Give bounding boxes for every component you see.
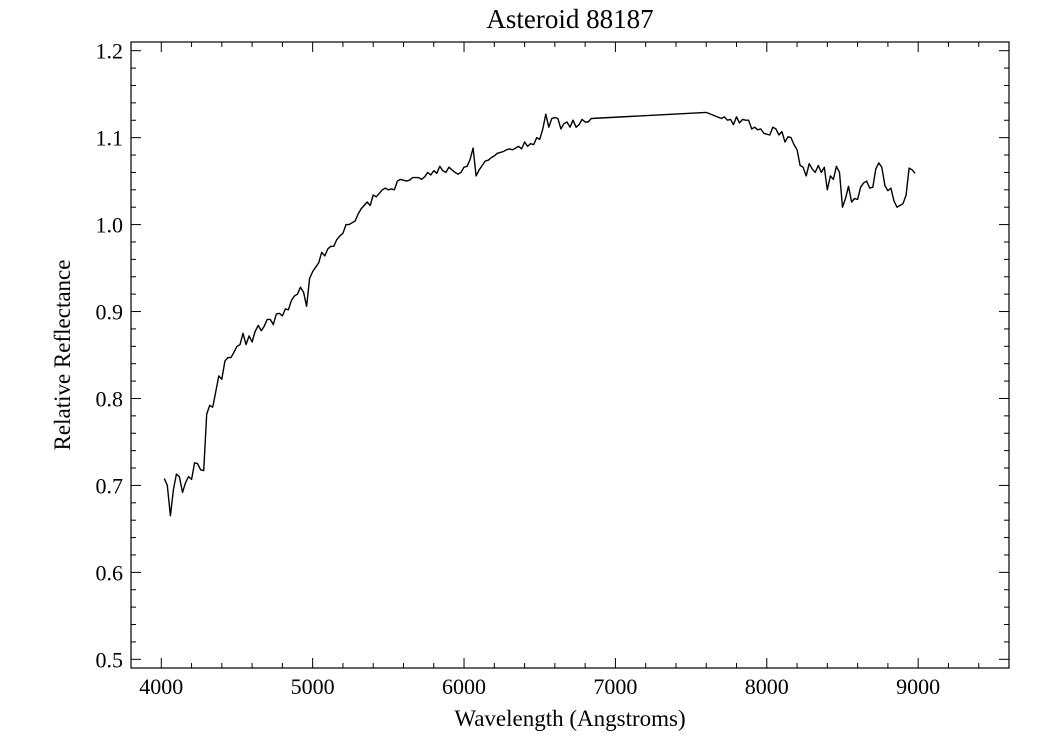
reflectance-series-line	[163, 111, 916, 517]
x-tick-label: 8000	[745, 674, 789, 699]
y-tick-label: 0.6	[96, 560, 124, 585]
y-tick-label: 1.0	[96, 213, 124, 238]
axis-ticks	[130, 42, 1010, 668]
x-tick-label: 7000	[593, 674, 637, 699]
chart-title: Asteroid 88187	[486, 4, 653, 34]
y-tick-label: 0.5	[96, 647, 124, 672]
y-tick-label: 1.1	[96, 126, 124, 151]
y-tick-label: 0.9	[96, 300, 124, 325]
x-tick-label: 6000	[442, 674, 486, 699]
tick-labels: 4000 5000 6000 7000 8000 9000 0.5 0.6 0.7 0.8 0.9 1…	[96, 39, 941, 699]
series-layer	[163, 111, 916, 517]
y-tick-label: 0.8	[96, 386, 124, 411]
y-axis-label: Relative Reflectance	[50, 260, 75, 451]
x-tick-label: 9000	[896, 674, 940, 699]
x-tick-label: 5000	[291, 674, 335, 699]
x-tick-label: 4000	[139, 674, 183, 699]
x-axis-label: Wavelength (Angstroms)	[454, 706, 685, 731]
plot-frame	[130, 41, 1010, 669]
y-tick-label: 0.7	[96, 473, 124, 498]
y-tick-label: 1.2	[96, 39, 124, 64]
